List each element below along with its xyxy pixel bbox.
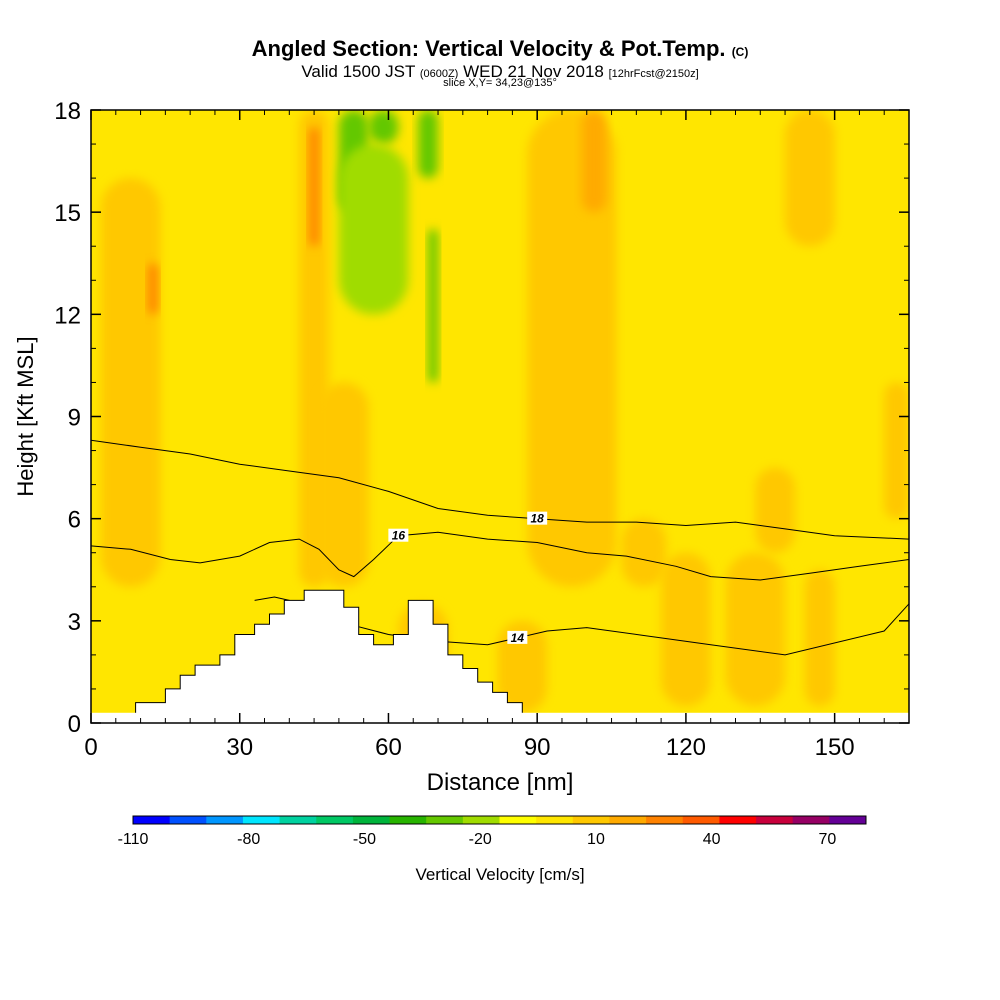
y-tick-label: 6 <box>68 507 81 534</box>
velocity-region <box>527 110 617 587</box>
velocity-region <box>661 552 711 706</box>
colorbar-tick-label: -20 <box>469 831 492 848</box>
colorbar-swatch <box>279 816 317 824</box>
title-unit: (C) <box>731 45 749 59</box>
colorbar-tick-label: -110 <box>118 831 149 848</box>
x-axis-label: Distance [nm] <box>427 769 574 796</box>
colorbar-swatch <box>389 816 427 824</box>
colorbar-frame <box>132 815 867 825</box>
velocity-region <box>725 552 786 706</box>
velocity-region <box>100 178 161 587</box>
chart-title: Angled Section: Vertical Velocity & Pot.… <box>0 36 1000 62</box>
colorbar: -110 -80 -50 -20 10 40 70 <box>118 815 867 848</box>
colorbar-swatch <box>426 816 464 824</box>
colorbar-swatch <box>206 816 244 824</box>
velocity-region <box>804 569 835 706</box>
colorbar-swatch <box>682 816 720 824</box>
velocity-region <box>368 110 399 145</box>
colorbar-tick-label: 40 <box>703 831 721 848</box>
colorbar-tick-label: 10 <box>587 831 605 848</box>
title-text: Angled Section: Vertical Velocity & Pot.… <box>251 36 726 61</box>
colorbar-swatch <box>572 816 610 824</box>
vertical-velocity-field <box>100 110 909 713</box>
ground-strip <box>91 712 909 723</box>
colorbar-swatch <box>829 816 867 824</box>
plot-area: 14 16 18 <box>90 109 910 724</box>
colorbar-swatch <box>646 816 684 824</box>
colorbar-swatch <box>536 816 574 824</box>
colorbar-label: Vertical Velocity [cm/s] <box>415 865 584 884</box>
y-tick-label: 12 <box>54 302 81 329</box>
colorbar-tick-label: -80 <box>237 831 260 848</box>
colorbar-tick-label: 70 <box>819 831 837 848</box>
x-tick-label: 90 <box>524 734 551 761</box>
chart-valid-time: Valid 1500 JST (0600Z) WED 21 Nov 2018 [… <box>0 62 1000 82</box>
velocity-region <box>755 467 795 553</box>
axes: 0 30 60 90 120 150 0 3 6 9 12 15 18 <box>54 98 909 761</box>
contour-label: 18 <box>531 512 545 526</box>
y-axis-label: Height [Kft MSL] <box>13 336 38 496</box>
velocity-region <box>418 110 439 179</box>
velocity-region <box>428 229 439 383</box>
x-tick-label: 150 <box>815 734 855 761</box>
valid-prefix: Valid 1500 JST <box>301 62 416 81</box>
terrain <box>91 589 538 724</box>
colorbar-swatch <box>462 816 500 824</box>
slice-info: slice X,Y= 34,23@135° <box>443 77 557 89</box>
colorbar-swatch <box>792 816 830 824</box>
velocity-region <box>785 110 835 247</box>
x-tick-label: 120 <box>666 734 706 761</box>
colorbar-swatch <box>242 816 281 824</box>
velocity-region <box>338 144 409 315</box>
x-tick-label: 0 <box>84 734 97 761</box>
velocity-region <box>148 263 158 315</box>
colorbar-tick-label: -50 <box>353 831 376 848</box>
x-tick-label: 60 <box>375 734 402 761</box>
velocity-region <box>309 127 320 247</box>
valid-date: WED 21 Nov 2018 <box>463 62 604 81</box>
y-tick-label: 3 <box>68 609 81 636</box>
colorbar-swatch <box>756 816 794 824</box>
colorbar-swatch <box>316 816 354 824</box>
y-tick-label: 15 <box>54 200 81 227</box>
colorbar-swatch <box>352 816 391 824</box>
contour-label-bg <box>507 630 528 644</box>
colorbar-swatch <box>719 816 757 824</box>
y-tick-label: 9 <box>68 405 81 432</box>
x-tick-label: 30 <box>226 734 253 761</box>
contour-label-bg <box>388 528 409 542</box>
contour-label: 16 <box>392 529 406 543</box>
colorbar-swatch <box>499 816 537 824</box>
colorbar-swatch <box>133 816 171 824</box>
forecast-info: [12hrFcst@2150z] <box>608 68 699 80</box>
valid-zulu: (0600Z) <box>419 68 459 80</box>
contour-label: 14 <box>511 631 525 645</box>
y-tick-label: 0 <box>68 711 81 738</box>
contour-line-18 <box>91 439 909 540</box>
contour-label-bg <box>527 511 548 525</box>
colorbar-swatch <box>169 816 207 824</box>
velocity-region <box>621 518 667 587</box>
velocity-region <box>581 110 607 213</box>
y-tick-label: 18 <box>54 98 81 125</box>
colorbar-swatch <box>609 816 647 824</box>
velocity-region <box>319 382 369 587</box>
